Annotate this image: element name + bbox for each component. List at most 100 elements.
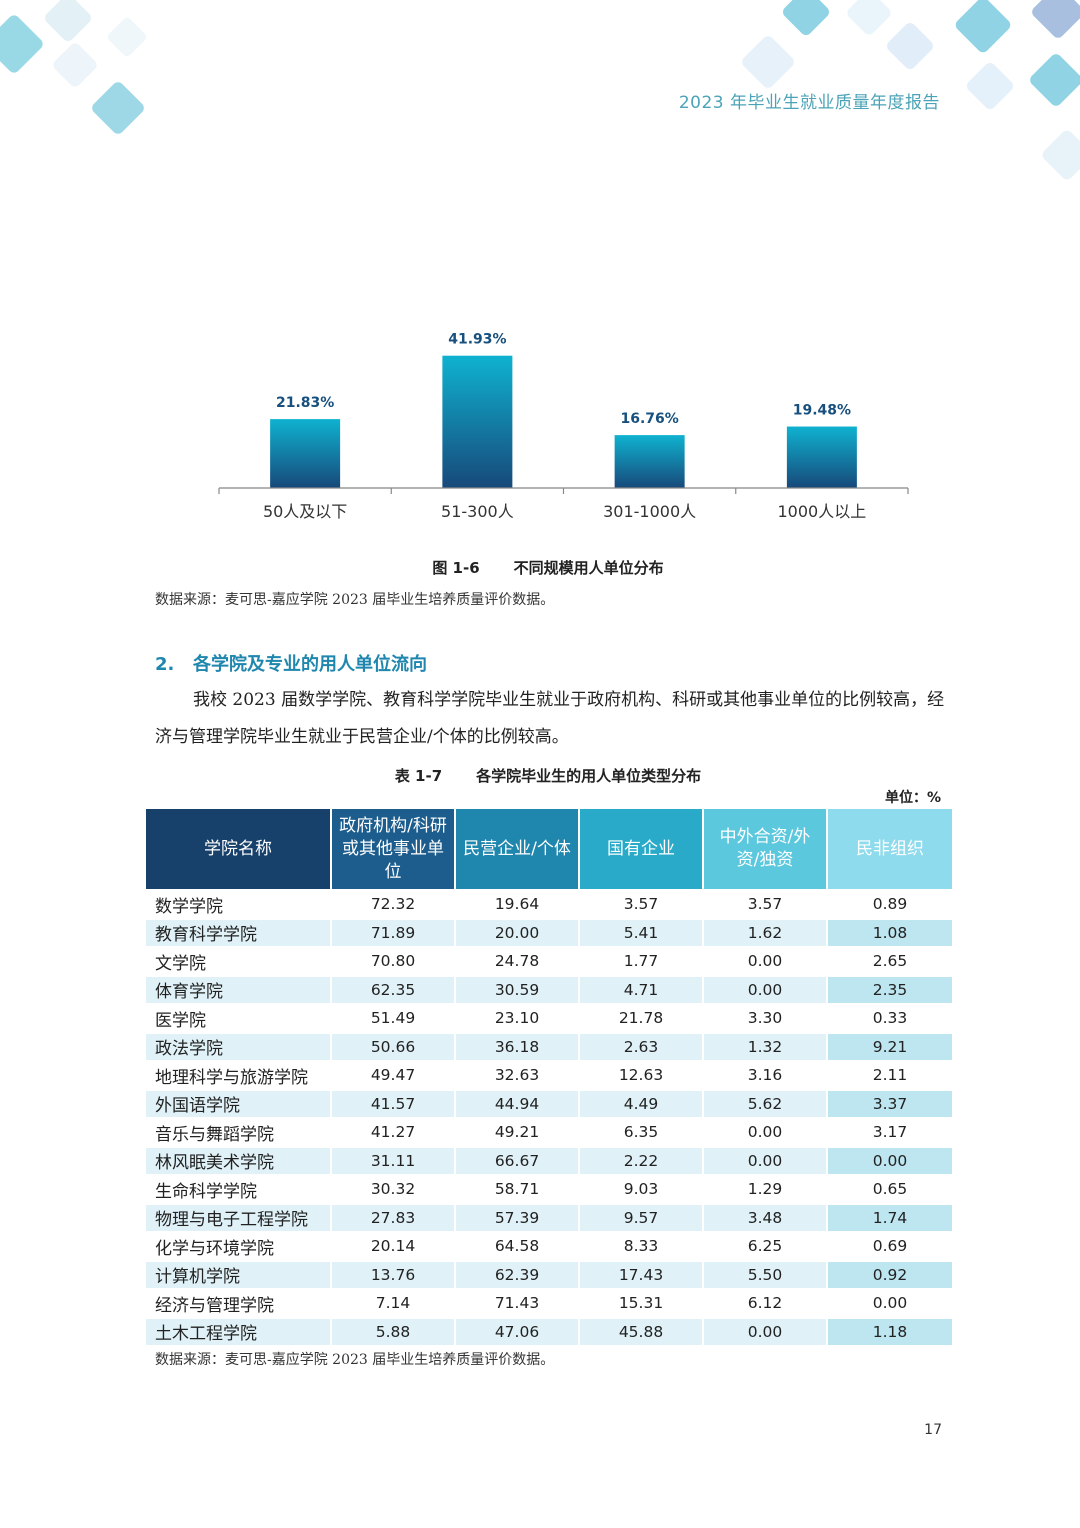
value-cell: 30.32 xyxy=(330,1174,456,1205)
value-cell: 3.37 xyxy=(826,1088,954,1119)
value-cell: 3.57 xyxy=(578,889,704,920)
college-name-cell: 文学院 xyxy=(144,946,332,977)
value-cell: 2.22 xyxy=(578,1145,704,1176)
value-cell: 71.89 xyxy=(330,917,456,948)
value-cell: 0.00 xyxy=(702,1117,828,1148)
table-row: 数学学院 72.32 19.64 3.57 3.57 0.89 xyxy=(144,889,954,920)
college-name-cell: 生命科学学院 xyxy=(144,1174,332,1205)
value-cell: 47.06 xyxy=(454,1316,580,1347)
table-row: 土木工程学院 5.88 47.06 45.88 0.00 1.18 xyxy=(144,1316,954,1347)
value-cell: 32.63 xyxy=(454,1060,580,1091)
table-row: 物理与电子工程学院 27.83 57.39 9.57 3.48 1.74 xyxy=(144,1202,954,1233)
college-name-cell: 物理与电子工程学院 xyxy=(144,1202,332,1233)
value-cell: 2.35 xyxy=(826,974,954,1005)
bar xyxy=(786,426,857,488)
value-cell: 3.48 xyxy=(702,1202,828,1233)
value-cell: 0.65 xyxy=(826,1174,954,1205)
value-cell: 0.00 xyxy=(826,1145,954,1176)
college-name-cell: 体育学院 xyxy=(144,974,332,1005)
value-cell: 5.50 xyxy=(702,1259,828,1290)
table-row: 医学院 51.49 23.10 21.78 3.30 0.33 xyxy=(144,1003,954,1034)
bar xyxy=(614,435,685,488)
table-row: 文学院 70.80 24.78 1.77 0.00 2.65 xyxy=(144,946,954,977)
value-cell: 7.14 xyxy=(330,1288,456,1319)
running-header-title: 2023 年毕业生就业质量年度报告 xyxy=(678,93,940,113)
value-cell: 3.16 xyxy=(702,1060,828,1091)
value-cell: 4.71 xyxy=(578,974,704,1005)
value-cell: 15.31 xyxy=(578,1288,704,1319)
value-cell: 0.00 xyxy=(702,1145,828,1176)
table-number: 表 1-7 xyxy=(394,767,443,785)
college-name-cell: 地理科学与旅游学院 xyxy=(144,1060,332,1091)
value-cell: 62.39 xyxy=(454,1259,580,1290)
value-cell: 12.63 xyxy=(578,1060,704,1091)
value-cell: 24.78 xyxy=(454,946,580,977)
col-header-nonprofit: 民非组织 xyxy=(826,807,954,891)
value-cell: 20.14 xyxy=(330,1231,456,1262)
value-cell: 0.00 xyxy=(702,974,828,1005)
value-cell: 2.65 xyxy=(826,946,954,977)
table-row: 外国语学院 41.57 44.94 4.49 5.62 3.37 xyxy=(144,1088,954,1119)
value-cell: 66.67 xyxy=(454,1145,580,1176)
bar xyxy=(270,419,341,488)
value-cell: 1.32 xyxy=(702,1031,828,1062)
value-cell: 1.77 xyxy=(578,946,704,977)
col-header-private: 民营企业/个体 xyxy=(454,807,580,891)
value-cell: 3.17 xyxy=(826,1117,954,1148)
value-cell: 31.11 xyxy=(330,1145,456,1176)
value-cell: 5.62 xyxy=(702,1088,828,1119)
table-row: 林风眠美术学院 31.11 66.67 2.22 0.00 0.00 xyxy=(144,1145,954,1176)
value-cell: 27.83 xyxy=(330,1202,456,1233)
col-header-college: 学院名称 xyxy=(144,807,332,891)
value-cell: 19.64 xyxy=(454,889,580,920)
value-cell: 2.11 xyxy=(826,1060,954,1091)
value-cell: 51.49 xyxy=(330,1003,456,1034)
section-number: 2. xyxy=(155,654,175,675)
bar-value-label: 21.83% xyxy=(276,395,334,411)
table-row: 地理科学与旅游学院 49.47 32.63 12.63 3.16 2.11 xyxy=(144,1060,954,1091)
value-cell: 49.47 xyxy=(330,1060,456,1091)
value-cell: 0.92 xyxy=(826,1259,954,1290)
value-cell: 6.25 xyxy=(702,1231,828,1262)
college-name-cell: 外国语学院 xyxy=(144,1088,332,1119)
value-cell: 20.00 xyxy=(454,917,580,948)
x-category-label: 301-1000人 xyxy=(603,502,696,521)
value-cell: 1.62 xyxy=(702,917,828,948)
value-cell: 0.00 xyxy=(702,946,828,977)
value-cell: 1.18 xyxy=(826,1316,954,1347)
value-cell: 30.59 xyxy=(454,974,580,1005)
college-name-cell: 林风眠美术学院 xyxy=(144,1145,332,1176)
value-cell: 0.00 xyxy=(702,1316,828,1347)
table-row: 生命科学学院 30.32 58.71 9.03 1.29 0.65 xyxy=(144,1174,954,1205)
value-cell: 4.49 xyxy=(578,1088,704,1119)
value-cell: 9.57 xyxy=(578,1202,704,1233)
table-header-row: 学院名称 政府机构/科研或其他事业单位 民营企业/个体 国有企业 中外合资/外资… xyxy=(144,807,954,891)
value-cell: 45.88 xyxy=(578,1316,704,1347)
page-number: 17 xyxy=(924,1422,942,1438)
bars-group: 21.83% 41.93% 16.76% 19.48% xyxy=(270,332,857,488)
value-cell: 64.58 xyxy=(454,1231,580,1262)
value-cell: 36.18 xyxy=(454,1031,580,1062)
value-cell: 6.35 xyxy=(578,1117,704,1148)
value-cell: 0.69 xyxy=(826,1231,954,1262)
col-header-state-owned: 国有企业 xyxy=(578,807,704,891)
value-cell: 1.08 xyxy=(826,917,954,948)
value-cell: 1.29 xyxy=(702,1174,828,1205)
value-cell: 49.21 xyxy=(454,1117,580,1148)
section-heading: 2. 各学院及专业的用人单位流向 xyxy=(155,650,427,676)
x-category-label: 50人及以下 xyxy=(263,502,347,521)
college-name-cell: 计算机学院 xyxy=(144,1259,332,1290)
value-cell: 9.03 xyxy=(578,1174,704,1205)
college-name-cell: 教育科学学院 xyxy=(144,917,332,948)
x-category-label: 51-300人 xyxy=(441,502,514,521)
value-cell: 3.30 xyxy=(702,1003,828,1034)
college-name-cell: 数学学院 xyxy=(144,889,332,920)
college-name-cell: 音乐与舞蹈学院 xyxy=(144,1117,332,1148)
figure-source-note: 数据来源：麦可思-嘉应学院 2023 届毕业生培养质量评价数据。 xyxy=(155,592,555,608)
value-cell: 2.63 xyxy=(578,1031,704,1062)
table-row: 体育学院 62.35 30.59 4.71 0.00 2.35 xyxy=(144,974,954,1005)
value-cell: 8.33 xyxy=(578,1231,704,1262)
value-cell: 6.12 xyxy=(702,1288,828,1319)
value-cell: 0.89 xyxy=(826,889,954,920)
x-category-label: 1000人以上 xyxy=(778,502,867,521)
